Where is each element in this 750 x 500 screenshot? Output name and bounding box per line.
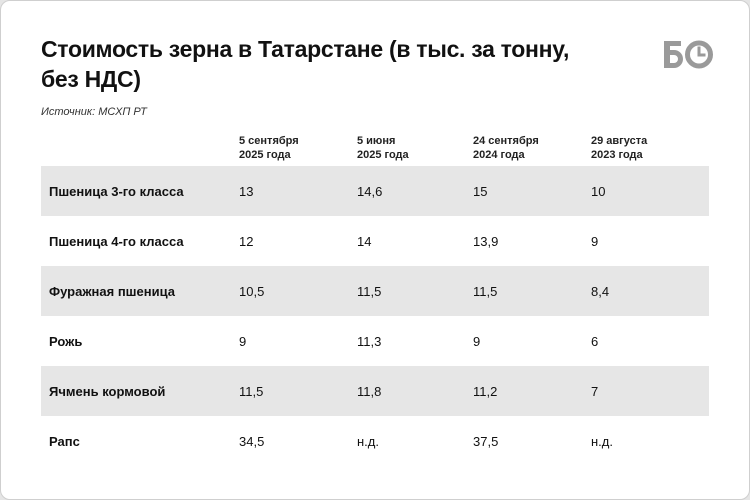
table-cell: 11,3 [357, 333, 382, 349]
table-cell: 10 [591, 183, 606, 199]
table-cell: 11,5 [239, 383, 264, 399]
table-header: 5 сентября 2025 года 5 июня 2025 года 24… [41, 132, 709, 166]
table-cell: 8,4 [591, 283, 610, 299]
table-cell: 11,8 [357, 383, 382, 399]
table-cell: н.д. [357, 433, 379, 449]
row-label: Рожь [49, 333, 83, 349]
table-cell: 11,2 [473, 383, 498, 399]
table-cell: 6 [591, 333, 599, 349]
row-label: Пшеница 4-го класса [49, 233, 184, 249]
column-header: 5 июня 2025 года [357, 132, 473, 166]
source-note: Источник: МСХП РТ [41, 106, 147, 118]
price-table: 5 сентября 2025 года 5 июня 2025 года 24… [41, 132, 709, 466]
table-row: Рапс 34,5 н.д. 37,5 н.д. [41, 416, 709, 466]
column-header-date: 29 августа [591, 135, 648, 147]
table-cell: 9 [239, 333, 247, 349]
bo-logo-icon [664, 40, 713, 69]
table-cell: 15 [473, 183, 488, 199]
table-row: Пшеница 3-го класса 13 14,6 15 10 [41, 166, 709, 216]
table-cell: н.д. [591, 433, 613, 449]
table-cell: 37,5 [473, 433, 499, 449]
table-cell: 9 [591, 233, 599, 249]
table-cell: 12 [239, 233, 254, 249]
column-header-date: 5 июня [357, 135, 396, 147]
row-label: Пшеница 3-го класса [49, 183, 184, 199]
table-cell: 14,6 [357, 183, 383, 199]
column-header-date: 5 сентября [239, 135, 299, 147]
table-cell: 13 [239, 183, 254, 199]
table-row: Ячмень кормовой 11,5 11,8 11,2 7 [41, 366, 709, 416]
row-label: Рапс [49, 433, 80, 449]
column-header: 24 сентября 2024 года [473, 132, 591, 166]
table-cell: 14 [357, 233, 372, 249]
table-cell: 9 [473, 333, 481, 349]
row-label: Фуражная пшеница [49, 283, 175, 299]
table-row: Пшеница 4-го класса 12 14 13,9 9 [41, 216, 709, 266]
column-header-date: 24 сентября [473, 135, 539, 147]
table-cell: 7 [591, 383, 599, 399]
table-cell: 13,9 [473, 233, 499, 249]
column-header-year: 2025 года [357, 149, 409, 161]
table-cell: 10,5 [239, 283, 265, 299]
column-header-year: 2023 года [591, 149, 643, 161]
column-header: 5 сентября 2025 года [239, 132, 357, 166]
row-label: Ячмень кормовой [49, 383, 166, 399]
table-row: Рожь 9 11,3 9 6 [41, 316, 709, 366]
table-row: Фуражная пшеница 10,5 11,5 11,5 8,4 [41, 266, 709, 316]
table-cell: 34,5 [239, 433, 265, 449]
table-cell: 11,5 [473, 283, 498, 299]
column-header: 29 августа 2023 года [591, 132, 709, 166]
column-header-year: 2025 года [239, 149, 291, 161]
header-corner [41, 132, 239, 166]
chart-title: Стоимость зерна в Татарстане (в тыс. за … [41, 36, 570, 92]
column-header-year: 2024 года [473, 149, 525, 161]
table-cell: 11,5 [357, 283, 382, 299]
